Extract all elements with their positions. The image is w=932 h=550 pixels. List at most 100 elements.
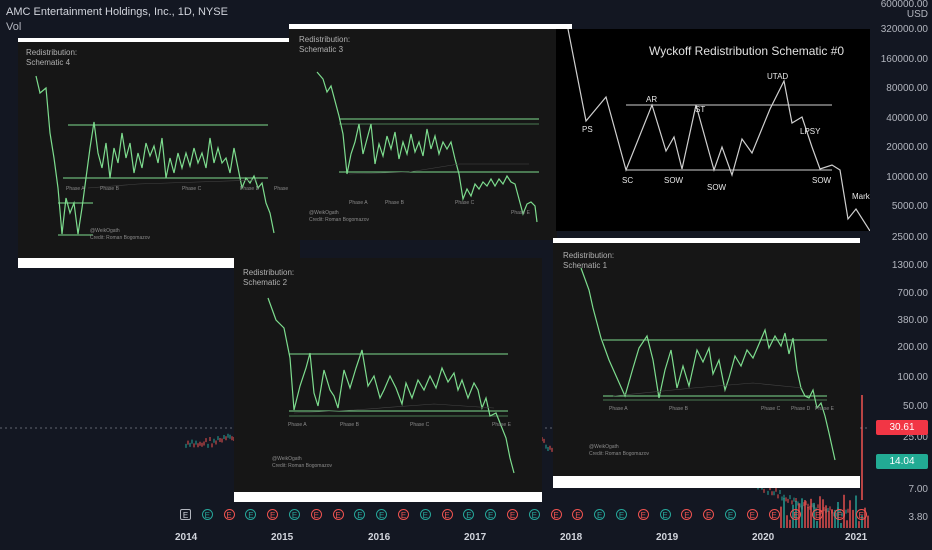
time-axis-tick: 2020 (752, 532, 775, 543)
volume-bar (816, 521, 818, 528)
earnings-badge-icon[interactable]: E (463, 509, 475, 520)
schematic-0-drawing (567, 29, 870, 231)
label-ps: PS (582, 125, 593, 134)
earnings-badge-icon[interactable]: E (310, 509, 322, 520)
price-axis-tick: 80000.00 (886, 83, 928, 94)
time-axis-tick: 2017 (464, 532, 487, 543)
earnings-badge-icon[interactable]: E (180, 509, 191, 520)
earnings-badge-icon[interactable]: E (376, 509, 388, 520)
schematic-0-panel: Wyckoff Redistribution Schematic #0 PS A… (556, 29, 870, 231)
schematic-4-panel: Redistribution: Schematic 4 Phase A Phas… (18, 38, 300, 268)
earnings-badge-icon[interactable]: E (507, 509, 518, 520)
price-axis-tick: 3.80 (908, 512, 928, 523)
schematic-4-phase-a: Phase A (66, 186, 85, 192)
schematic-2-phase-a: Phase A (288, 422, 307, 428)
panel-bottom-bar (553, 476, 860, 488)
earnings-badge-icon[interactable]: E (332, 509, 344, 520)
price-axis-tick: 5000.00 (891, 201, 928, 212)
panel-top-bar (289, 24, 572, 29)
earnings-badge-icon[interactable]: E (659, 509, 671, 520)
volume-bar (831, 509, 833, 528)
price-axis-tick: 200.00 (897, 342, 928, 353)
schematic-3-phase-a: Phase A (349, 200, 368, 206)
earnings-badge-icon[interactable]: E (419, 509, 431, 520)
label-st: ST (695, 105, 706, 114)
schematic-3-title-line1: Redistribution: (299, 35, 351, 44)
price-axis-tick: 20000.00 (886, 142, 928, 153)
volume-bar (780, 506, 782, 528)
schematic-4-title-line1: Redistribution: (26, 48, 78, 57)
earnings-badge-icon[interactable]: E (703, 509, 715, 520)
earnings-badge-icon[interactable]: E (223, 509, 235, 520)
schematic-3-phase-b: Phase B (385, 200, 404, 206)
panel-bottom-bar (18, 258, 300, 268)
schematic-4-credit: Credit: Roman Bogomazov (90, 235, 151, 241)
earnings-badge-icon[interactable]: E (812, 509, 824, 520)
price-axis-tick: 25.00 (902, 432, 928, 443)
price-axis-currency[interactable]: USD (906, 9, 928, 20)
time-axis-tick: 2014 (175, 532, 198, 543)
price-axis[interactable] (870, 0, 932, 528)
earnings-badge-icon[interactable]: E (768, 509, 780, 520)
schematic-3-drawing (316, 71, 539, 223)
volume-bar (834, 509, 836, 528)
price-axis-tick: 50.00 (902, 401, 928, 412)
label-sc: SC (622, 176, 634, 185)
schematic-4-credit-handle: @WeikOgath (90, 228, 120, 234)
schematic-3-title-line2: Schematic 3 (299, 45, 344, 54)
earnings-badge-icon[interactable]: E (855, 509, 867, 520)
earnings-badge-icon[interactable]: E (746, 509, 758, 520)
schematic-4-phase-d: Phase D (240, 186, 260, 192)
time-axis-tick: 2015 (271, 532, 294, 543)
schematic-0-title: Wyckoff Redistribution Schematic #0 (649, 44, 845, 58)
schematic-2-title: Redistribution: Schematic 2 (243, 268, 294, 288)
volume-bar (849, 500, 851, 528)
schematic-4-title: Redistribution: Schematic 4 (26, 48, 77, 68)
earnings-badge-icon[interactable]: E (398, 509, 409, 520)
price-axis-tick: 160000.00 (880, 54, 928, 65)
time-axis-tick: 2019 (656, 532, 679, 543)
earnings-badge-icon[interactable]: E (594, 509, 606, 520)
earnings-badge-icon[interactable]: E (289, 509, 300, 520)
volume-bar (846, 520, 848, 528)
panel-bottom-bar (234, 492, 542, 502)
earnings-badge-icon[interactable]: E (201, 509, 213, 520)
earnings-badge-icon[interactable]: E (790, 509, 802, 520)
volume-indicator-label[interactable]: Vol (6, 21, 22, 33)
earnings-badge-icon[interactable]: E (637, 509, 649, 520)
earnings-badge-icon[interactable]: E (485, 509, 497, 520)
volume-bar (783, 498, 785, 528)
schematic-1-phase-d: Phase D (791, 406, 811, 412)
schematic-1-title-line2: Schematic 1 (563, 261, 608, 270)
last-price-tag: 14.04 (876, 454, 928, 469)
symbol-title[interactable]: AMC Entertainment Holdings, Inc., 1D, NY… (6, 6, 228, 18)
earnings-badge-icon[interactable]: E (441, 509, 453, 520)
label-ar: AR (646, 95, 658, 104)
schematic-1-panel: Redistribution: Schematic 1 Phase A Phas… (553, 238, 860, 488)
earnings-badge-icon[interactable]: E (267, 509, 279, 520)
schematic-1-credit: Credit: Roman Bogomazov (589, 451, 650, 457)
volume-bar (789, 519, 791, 528)
volume-bar (804, 500, 806, 528)
time-axis-tick: 2016 (368, 532, 391, 543)
earnings-badge-icon[interactable]: E (528, 509, 540, 520)
earnings-badge-icon[interactable]: E (550, 509, 562, 520)
volume-bar (867, 515, 869, 528)
earnings-badge-icon[interactable]: E (354, 509, 366, 520)
volume-bar (807, 507, 809, 528)
price-axis-tick: 10000.00 (886, 172, 928, 183)
schematic-2-phase-c: Phase C (410, 422, 430, 428)
label-lpsy: LPSY (800, 127, 821, 136)
earnings-badge-icon[interactable]: E (616, 509, 627, 520)
earnings-badge-icon[interactable]: E (681, 509, 693, 520)
schematic-3-panel: Redistribution: Schematic 3 Phase A Phas… (289, 24, 572, 240)
earnings-badge-icon[interactable]: E (725, 509, 736, 520)
schematic-2-credit-handle: @WeikOgath (272, 456, 302, 462)
earnings-badge-icon[interactable]: E (245, 509, 257, 520)
earnings-badge-icon[interactable]: E (572, 509, 584, 520)
schematic-3-phase-e: Phase E (511, 210, 530, 216)
schematic-1-title-line1: Redistribution: (563, 251, 615, 260)
schematic-2-phase-b: Phase B (340, 422, 359, 428)
earnings-badge-icon[interactable]: E (834, 509, 845, 520)
price-axis-tick: 2500.00 (891, 232, 928, 243)
